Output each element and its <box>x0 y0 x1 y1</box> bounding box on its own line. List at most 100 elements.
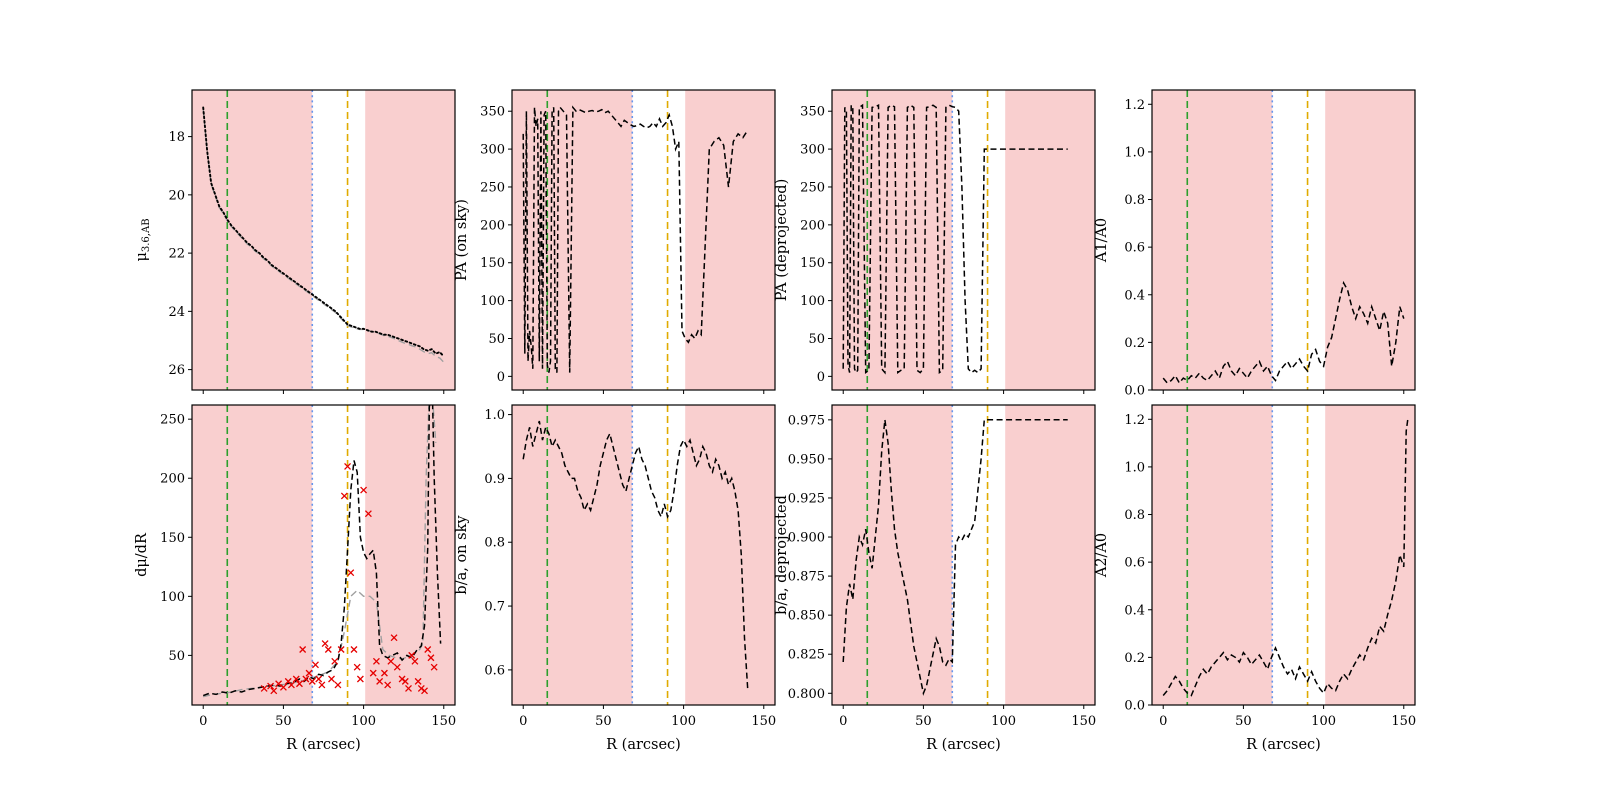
y-axis-label: μ3.6,AB <box>134 218 152 261</box>
y-tick-label: 0.925 <box>788 491 825 506</box>
x-marker <box>318 681 326 689</box>
x-marker <box>347 569 355 577</box>
shaded-span <box>1325 405 1415 705</box>
x-marker <box>295 680 303 688</box>
x-tick-label: 50 <box>275 714 292 729</box>
shaded-span <box>685 90 775 390</box>
x-marker <box>344 462 352 470</box>
axes-frame <box>511 404 776 706</box>
x-marker <box>308 677 316 685</box>
x-marker <box>267 682 275 690</box>
y-tick-label: 0.900 <box>788 531 825 546</box>
x-marker <box>376 677 384 685</box>
y-tick-label: 0.850 <box>788 609 825 624</box>
x-tick-label: 150 <box>431 714 456 729</box>
y-axis-label: dμ/dR <box>134 532 150 577</box>
panel-ba-on-sky: 0 50 100 150 0.6 0.7 0.8 0.9 1.0 R (arcsec) b/a, o… <box>454 404 776 753</box>
y-axis-label: b/a, deprojected <box>774 495 790 615</box>
y-tick-label: 0.7 <box>484 600 505 615</box>
x-tick-label: 50 <box>915 714 932 729</box>
y-tick-label: 200 <box>800 218 825 233</box>
x-marker <box>427 654 435 662</box>
x-marker <box>353 663 361 671</box>
panel-ba-deprojected: 0 50 100 150 0.800 0.825 0.850 0.875 0.900 0.925 0… <box>774 404 1096 753</box>
x-axis-label: R (arcsec) <box>1246 737 1321 753</box>
x-tick-label: 0 <box>839 714 847 729</box>
y-tick-label: 1.2 <box>1124 98 1145 113</box>
shaded-span <box>192 90 313 390</box>
x-tick-label: 50 <box>595 714 612 729</box>
x-marker <box>292 675 300 683</box>
y-tick-label: 50 <box>168 649 185 664</box>
x-marker <box>356 675 364 683</box>
y-tick-label: 0.6 <box>1124 241 1145 256</box>
series-a2a0 <box>1162 419 1409 697</box>
markers-residual-x <box>260 462 438 695</box>
axes-frame <box>831 89 1096 391</box>
y-tick-label: 150 <box>480 256 505 271</box>
shaded-span <box>365 90 455 390</box>
y-tick-label: 250 <box>800 180 825 195</box>
shaded-span <box>1152 90 1273 390</box>
x-marker <box>401 677 409 685</box>
x-marker <box>337 646 345 653</box>
series-pa-sky <box>522 105 749 373</box>
x-marker <box>430 663 438 671</box>
x-marker <box>334 681 342 689</box>
x-marker <box>302 675 310 683</box>
y-tick-label: 0.975 <box>788 413 825 428</box>
x-marker <box>393 663 401 671</box>
y-tick-label: 24 <box>168 305 185 320</box>
shaded-span <box>365 405 455 705</box>
panel-pa-deprojected: 0 50 100 150 200 250 300 350 PA (deprojected) <box>774 89 1096 394</box>
y-tick-label: 300 <box>800 143 825 158</box>
y-tick-label: 300 <box>480 143 505 158</box>
y-tick-label: 0 <box>817 370 825 385</box>
x-marker <box>260 685 268 692</box>
y-tick-label: 20 <box>168 188 185 203</box>
y-tick-label: 200 <box>480 218 505 233</box>
shaded-span <box>512 405 633 705</box>
series-mu-smoothed <box>202 108 445 363</box>
y-tick-label: 0.0 <box>1124 699 1145 714</box>
y-tick-label: 50 <box>808 332 825 347</box>
x-tick-label: 0 <box>519 714 527 729</box>
y-tick-label: 1.0 <box>1124 145 1145 160</box>
x-marker <box>421 687 428 695</box>
x-tick-label: 0 <box>199 714 207 729</box>
x-marker <box>424 646 432 653</box>
y-tick-label: 0.800 <box>788 687 825 702</box>
y-tick-label: 0.8 <box>1124 508 1145 523</box>
y-tick-label: 150 <box>160 531 185 546</box>
x-marker <box>387 657 395 665</box>
y-tick-label: 0.950 <box>788 452 825 467</box>
series-ba-deproj <box>842 419 1068 696</box>
series-ba-sky <box>522 420 749 690</box>
axes-frame <box>1151 404 1416 706</box>
axes-frame <box>831 404 1096 706</box>
y-tick-label: 0.9 <box>484 472 505 487</box>
series-mu-points <box>202 106 445 358</box>
y-tick-label: 100 <box>800 294 825 309</box>
y-tick-label: 0.875 <box>788 570 825 585</box>
shaded-span <box>1325 90 1415 390</box>
y-tick-label: 100 <box>160 590 185 605</box>
y-tick-label: 0.2 <box>1124 336 1145 351</box>
x-marker <box>312 661 319 669</box>
y-tick-label: 150 <box>800 256 825 271</box>
y-tick-label: 250 <box>480 180 505 195</box>
y-tick-label: 200 <box>160 472 185 487</box>
y-tick-label: 26 <box>168 363 185 378</box>
y-tick-label: 0.4 <box>1124 288 1145 303</box>
y-tick-label: 0.0 <box>1124 384 1145 399</box>
y-tick-label: 1.2 <box>1124 413 1145 428</box>
axes-frame <box>191 404 456 706</box>
panel-pa-on-sky: 0 50 100 150 200 250 300 350 PA (on sky) <box>454 89 776 394</box>
y-tick-label: 18 <box>168 130 185 145</box>
x-marker <box>279 683 287 691</box>
panel-a2-a0: 0 50 100 150 0.0 0.2 0.4 0.6 0.8 1.0 1.2 R (arcsec)… <box>1094 404 1416 753</box>
x-marker <box>372 657 380 665</box>
y-tick-label: 1.0 <box>484 408 505 423</box>
x-marker <box>305 669 313 677</box>
